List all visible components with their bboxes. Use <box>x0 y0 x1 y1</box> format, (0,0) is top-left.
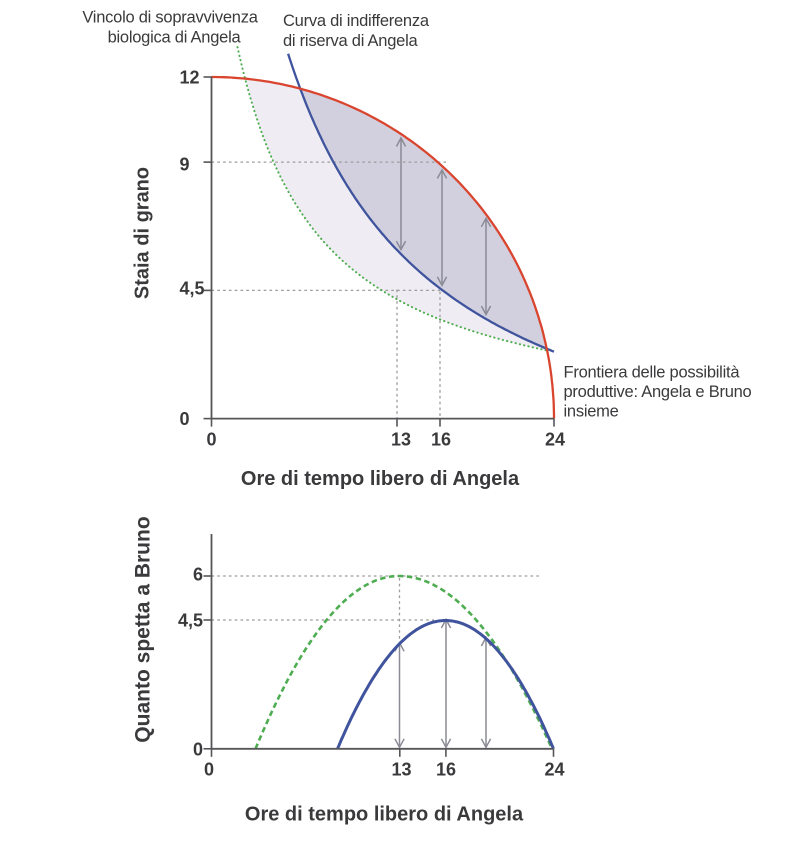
svg-text:24: 24 <box>544 760 564 780</box>
svg-text:Frontiera delle possibilità: Frontiera delle possibilità <box>564 364 741 382</box>
svg-text:Staia di grano: Staia di grano <box>132 167 154 299</box>
svg-text:Quanto spetta a Bruno: Quanto spetta a Bruno <box>132 516 155 742</box>
svg-text:Ore di tempo libero di Angela: Ore di tempo libero di Angela <box>241 468 520 490</box>
svg-text:di riserva di Angela: di riserva di Angela <box>283 32 418 50</box>
svg-text:13: 13 <box>391 760 411 780</box>
svg-text:0: 0 <box>193 739 203 759</box>
svg-text:0: 0 <box>204 760 214 780</box>
svg-text:produttive: Angela e Bruno: produttive: Angela e Bruno <box>564 383 752 401</box>
svg-text:Ore di tempo libero di Angela: Ore di tempo libero di Angela <box>245 804 524 826</box>
svg-text:16: 16 <box>431 430 451 450</box>
svg-text:13: 13 <box>391 430 411 450</box>
svg-text:4,5: 4,5 <box>180 279 205 299</box>
svg-text:12: 12 <box>180 68 200 88</box>
svg-text:16: 16 <box>436 760 456 780</box>
svg-text:0: 0 <box>180 409 190 429</box>
svg-text:Curva di indifferenza: Curva di indifferenza <box>283 12 430 30</box>
svg-text:24: 24 <box>545 430 565 450</box>
svg-text:4,5: 4,5 <box>178 611 203 631</box>
svg-text:biologica di Angela: biologica di Angela <box>108 29 242 47</box>
svg-text:9: 9 <box>180 154 190 174</box>
svg-text:0: 0 <box>206 430 216 450</box>
svg-text:Vincolo di sopravvivenza: Vincolo di sopravvivenza <box>82 9 258 27</box>
svg-text:6: 6 <box>193 565 203 585</box>
svg-text:insieme: insieme <box>564 403 619 421</box>
